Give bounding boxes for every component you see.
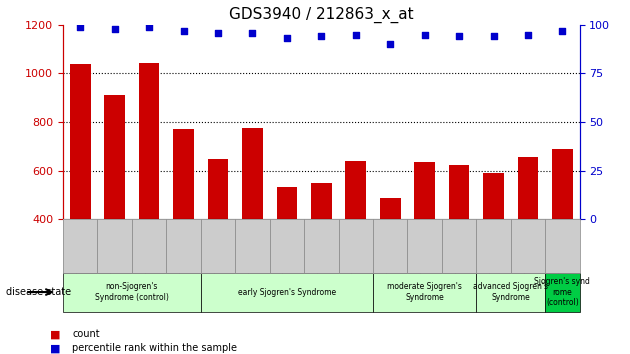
Bar	[380, 198, 401, 219]
Text: Sjogren's synd
rome
(control): Sjogren's synd rome (control)	[534, 277, 590, 307]
Bar	[552, 149, 573, 219]
Bar	[311, 183, 331, 219]
Text: disease state: disease state	[6, 287, 71, 297]
Bar	[105, 95, 125, 219]
Bar	[483, 173, 504, 219]
Text: moderate Sjogren's
Syndrome: moderate Sjogren's Syndrome	[387, 282, 462, 302]
Title: GDS3940 / 212863_x_at: GDS3940 / 212863_x_at	[229, 7, 414, 23]
Text: advanced Sjogren's
Syndrome: advanced Sjogren's Syndrome	[473, 282, 548, 302]
Point	[351, 32, 361, 37]
Point	[282, 35, 292, 41]
Bar	[242, 128, 263, 219]
Point	[178, 28, 188, 33]
Text: percentile rank within the sample: percentile rank within the sample	[72, 343, 238, 353]
Point	[316, 34, 326, 39]
Bar	[173, 130, 194, 219]
Point	[144, 24, 154, 29]
Text: early Sjogren's Syndrome: early Sjogren's Syndrome	[238, 287, 336, 297]
Text: count: count	[72, 329, 100, 339]
Point	[248, 30, 258, 35]
Text: non-Sjogren's
Syndrome (control): non-Sjogren's Syndrome (control)	[95, 282, 169, 302]
Bar	[345, 161, 366, 219]
Bar	[70, 64, 91, 219]
Bar	[415, 162, 435, 219]
Point	[110, 26, 120, 32]
Point	[75, 24, 85, 29]
Point	[454, 34, 464, 39]
Point	[488, 34, 498, 39]
Point	[420, 32, 430, 37]
Point	[558, 28, 568, 33]
Bar	[449, 165, 469, 219]
Point	[523, 32, 533, 37]
Bar	[208, 159, 228, 219]
Bar	[139, 63, 159, 219]
Point	[213, 30, 223, 35]
Text: ■: ■	[50, 343, 61, 353]
Bar	[518, 158, 538, 219]
Bar	[277, 187, 297, 219]
Point	[385, 41, 395, 47]
Text: ■: ■	[50, 329, 61, 339]
